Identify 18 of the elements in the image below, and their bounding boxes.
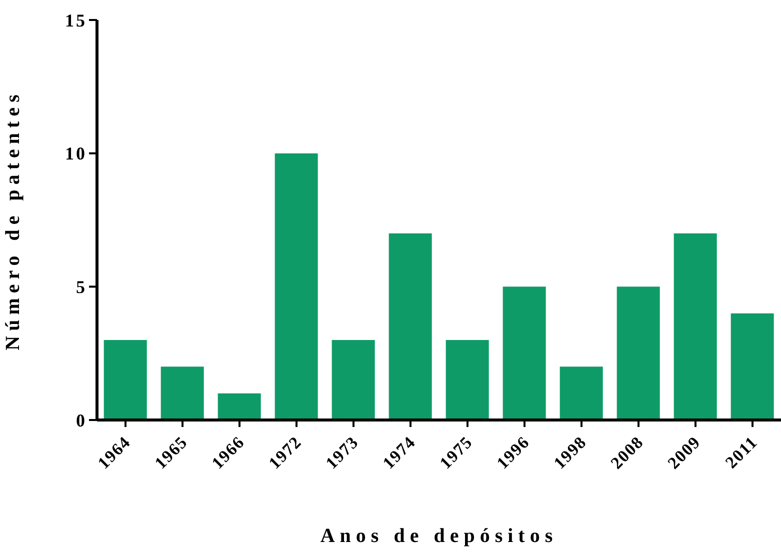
bar [160,366,204,420]
bar [388,233,432,420]
bar [218,393,261,420]
bar [274,153,318,420]
y-axis-title: Número de patentes [2,90,24,350]
bar [104,340,147,420]
x-axis-title: Anos de depósitos [320,525,558,547]
y-tick-label: 15 [65,10,87,30]
bar [616,286,660,420]
y-tick-label: 10 [65,144,87,164]
bar [502,286,546,420]
bar [332,340,375,420]
bar [446,340,489,420]
bar [560,366,603,420]
bar [674,233,717,420]
y-tick-label: 0 [76,410,87,430]
bar [730,313,774,420]
y-tick-label: 5 [76,277,87,298]
